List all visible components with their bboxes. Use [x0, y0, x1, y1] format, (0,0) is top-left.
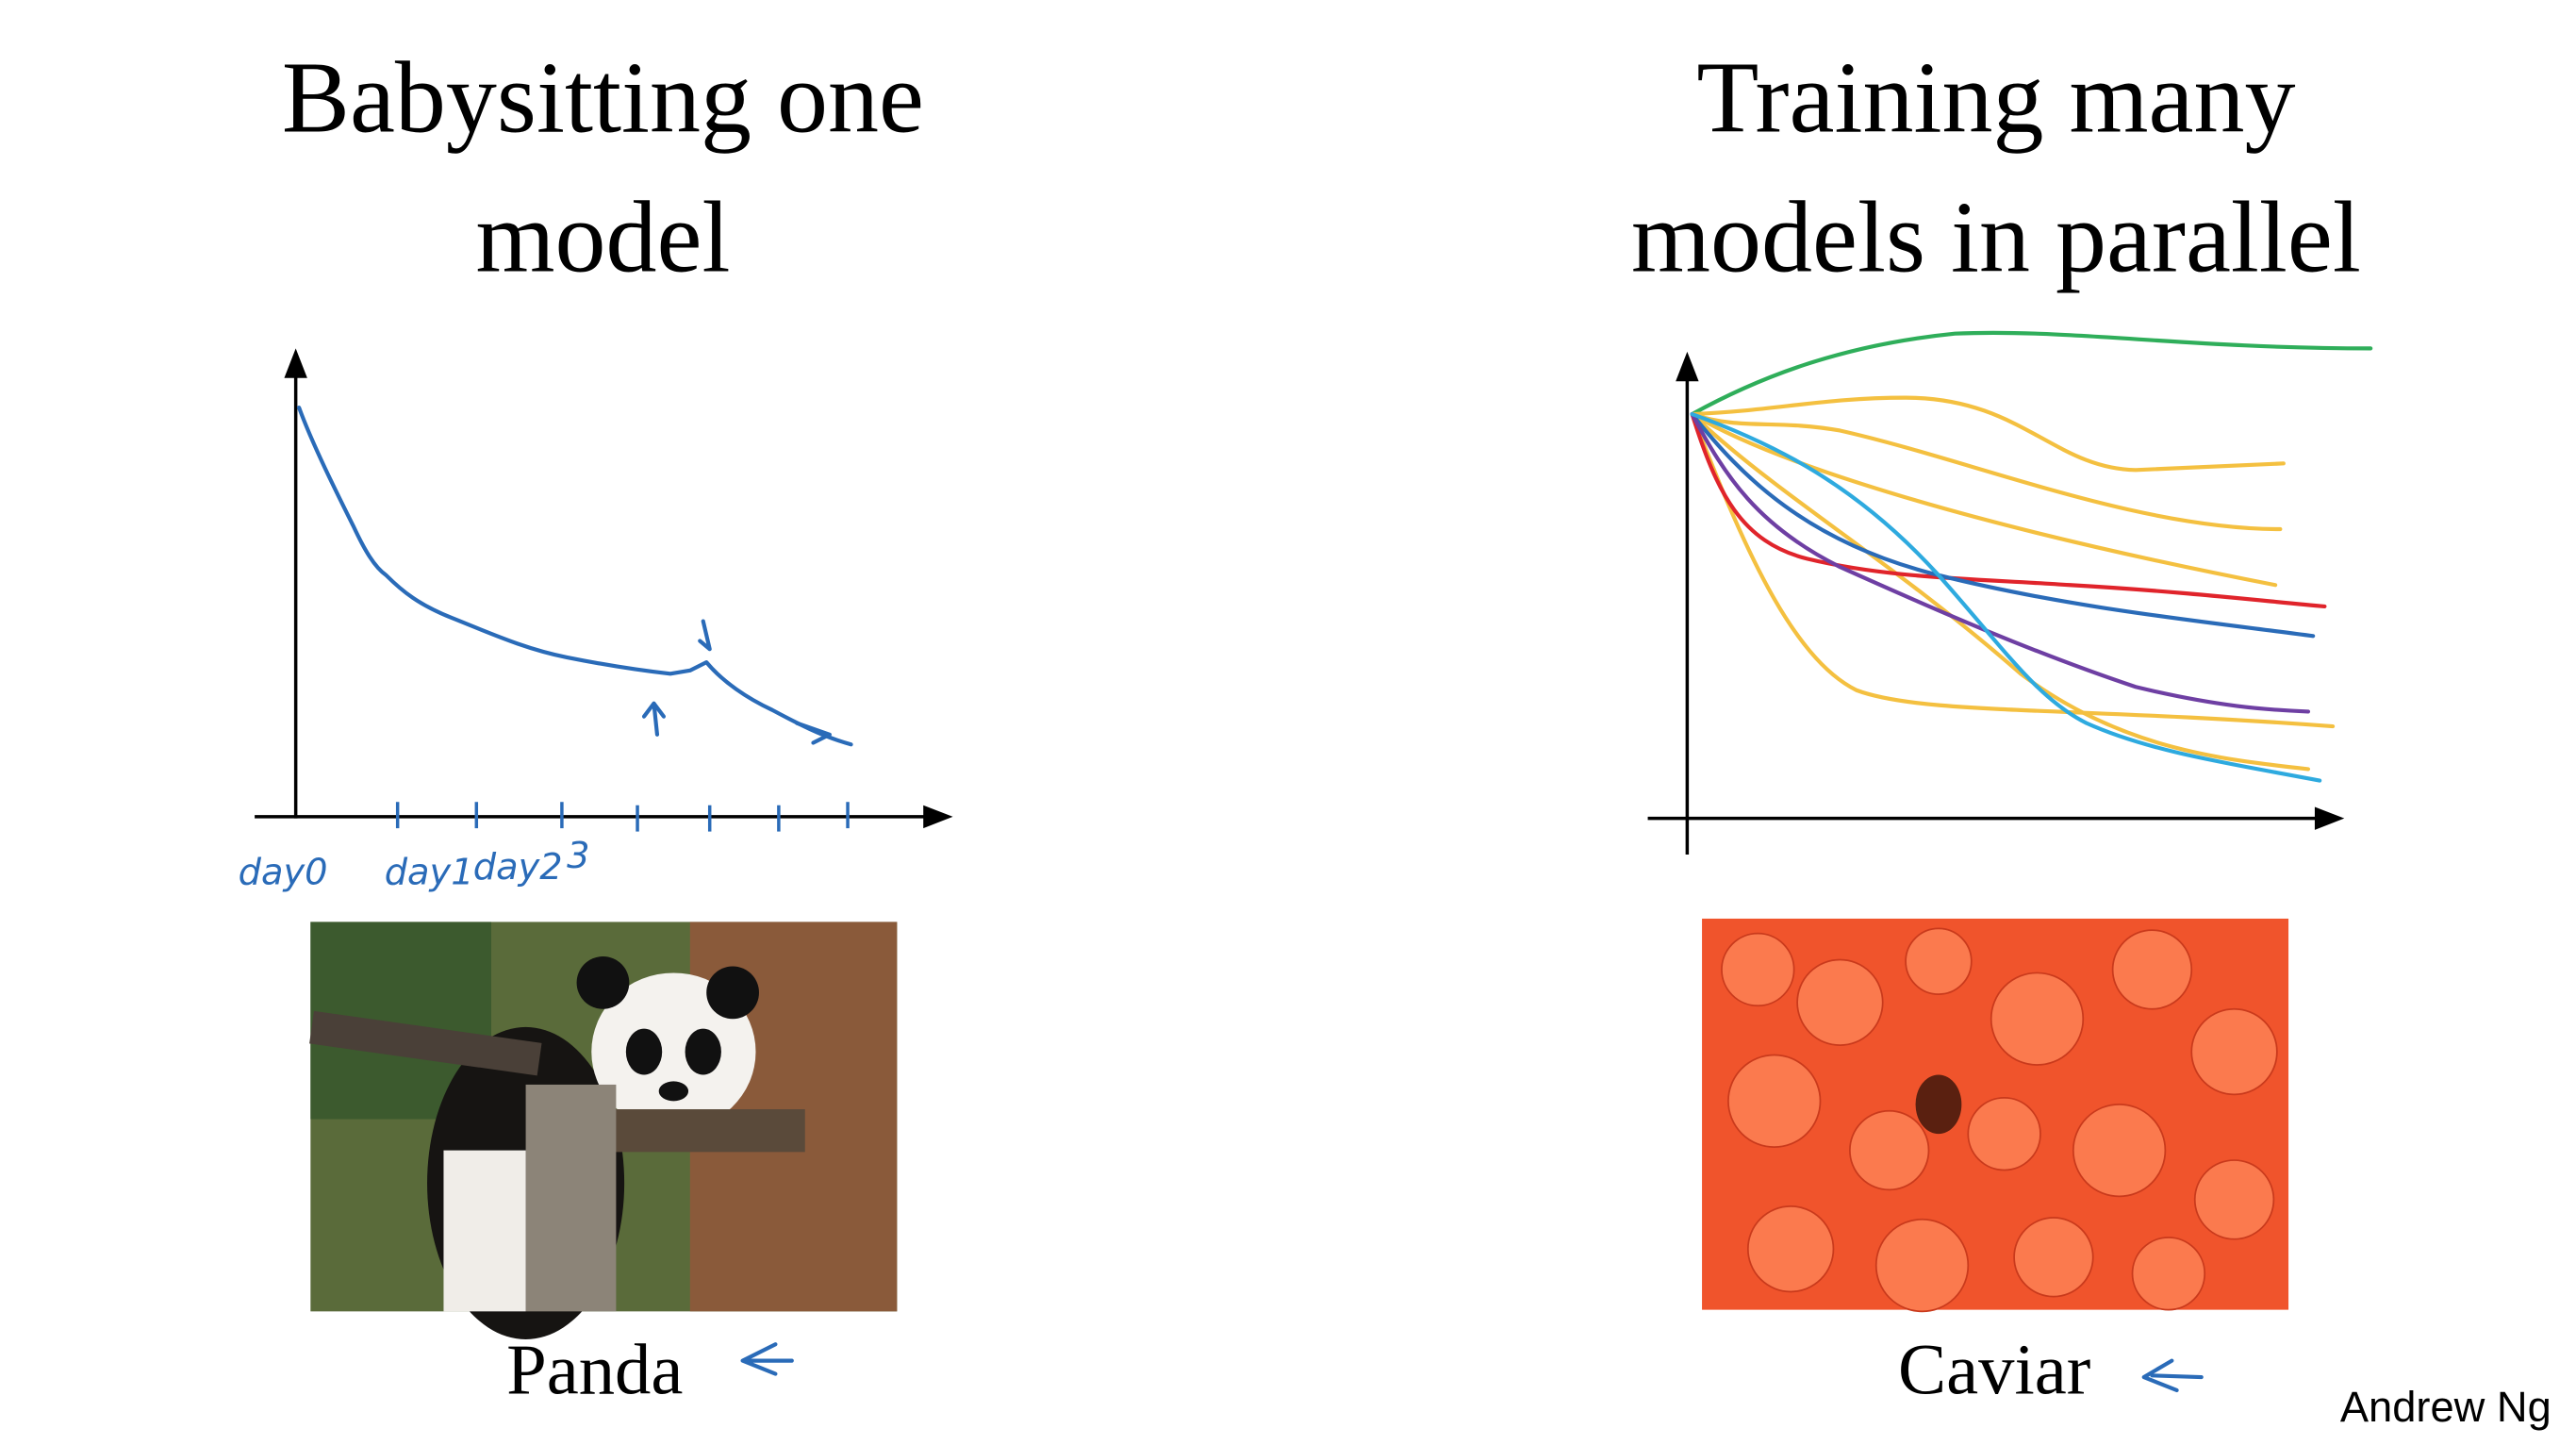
- day-label: day0: [239, 851, 328, 893]
- handwritten-mark: [641, 619, 832, 745]
- footer: Andrew Ng: [2340, 1383, 2551, 1431]
- model-curve: [1690, 395, 2286, 473]
- cost-curve: [297, 405, 853, 747]
- model-curve: [1690, 411, 2311, 772]
- caption: Caviar: [1898, 1329, 2090, 1409]
- model-curve: [1690, 411, 2283, 532]
- title-line: model: [475, 181, 730, 293]
- handwritten-arrow: [740, 1342, 794, 1376]
- title-line: models in parallel: [1631, 181, 2361, 293]
- panda-image: [309, 922, 898, 1339]
- title-line: Babysitting one: [282, 42, 924, 154]
- arrow-head: [923, 805, 953, 829]
- handwritten-ticks: [395, 802, 850, 832]
- arrow-head: [2314, 806, 2345, 830]
- day-label: day2: [473, 846, 563, 889]
- title-line: Training many: [1696, 42, 2295, 154]
- model-curve: [1690, 411, 2311, 714]
- model-curve: [1690, 411, 2322, 783]
- model-curve: [1690, 411, 2336, 729]
- parallel-chart: [1647, 330, 2373, 855]
- handwritten-arrow: [2141, 1358, 2204, 1393]
- arrow-head: [284, 348, 307, 378]
- arrow-head: [1676, 351, 1699, 382]
- caviar-image: [1702, 918, 2289, 1313]
- babysitting-chart: day0 day1 day2 3: [239, 348, 953, 893]
- model-curve: [1690, 411, 2278, 588]
- caption: Panda: [506, 1329, 683, 1409]
- day-label: 3: [567, 835, 589, 877]
- model-curve: [1690, 330, 2373, 417]
- day-label: day1: [385, 851, 474, 893]
